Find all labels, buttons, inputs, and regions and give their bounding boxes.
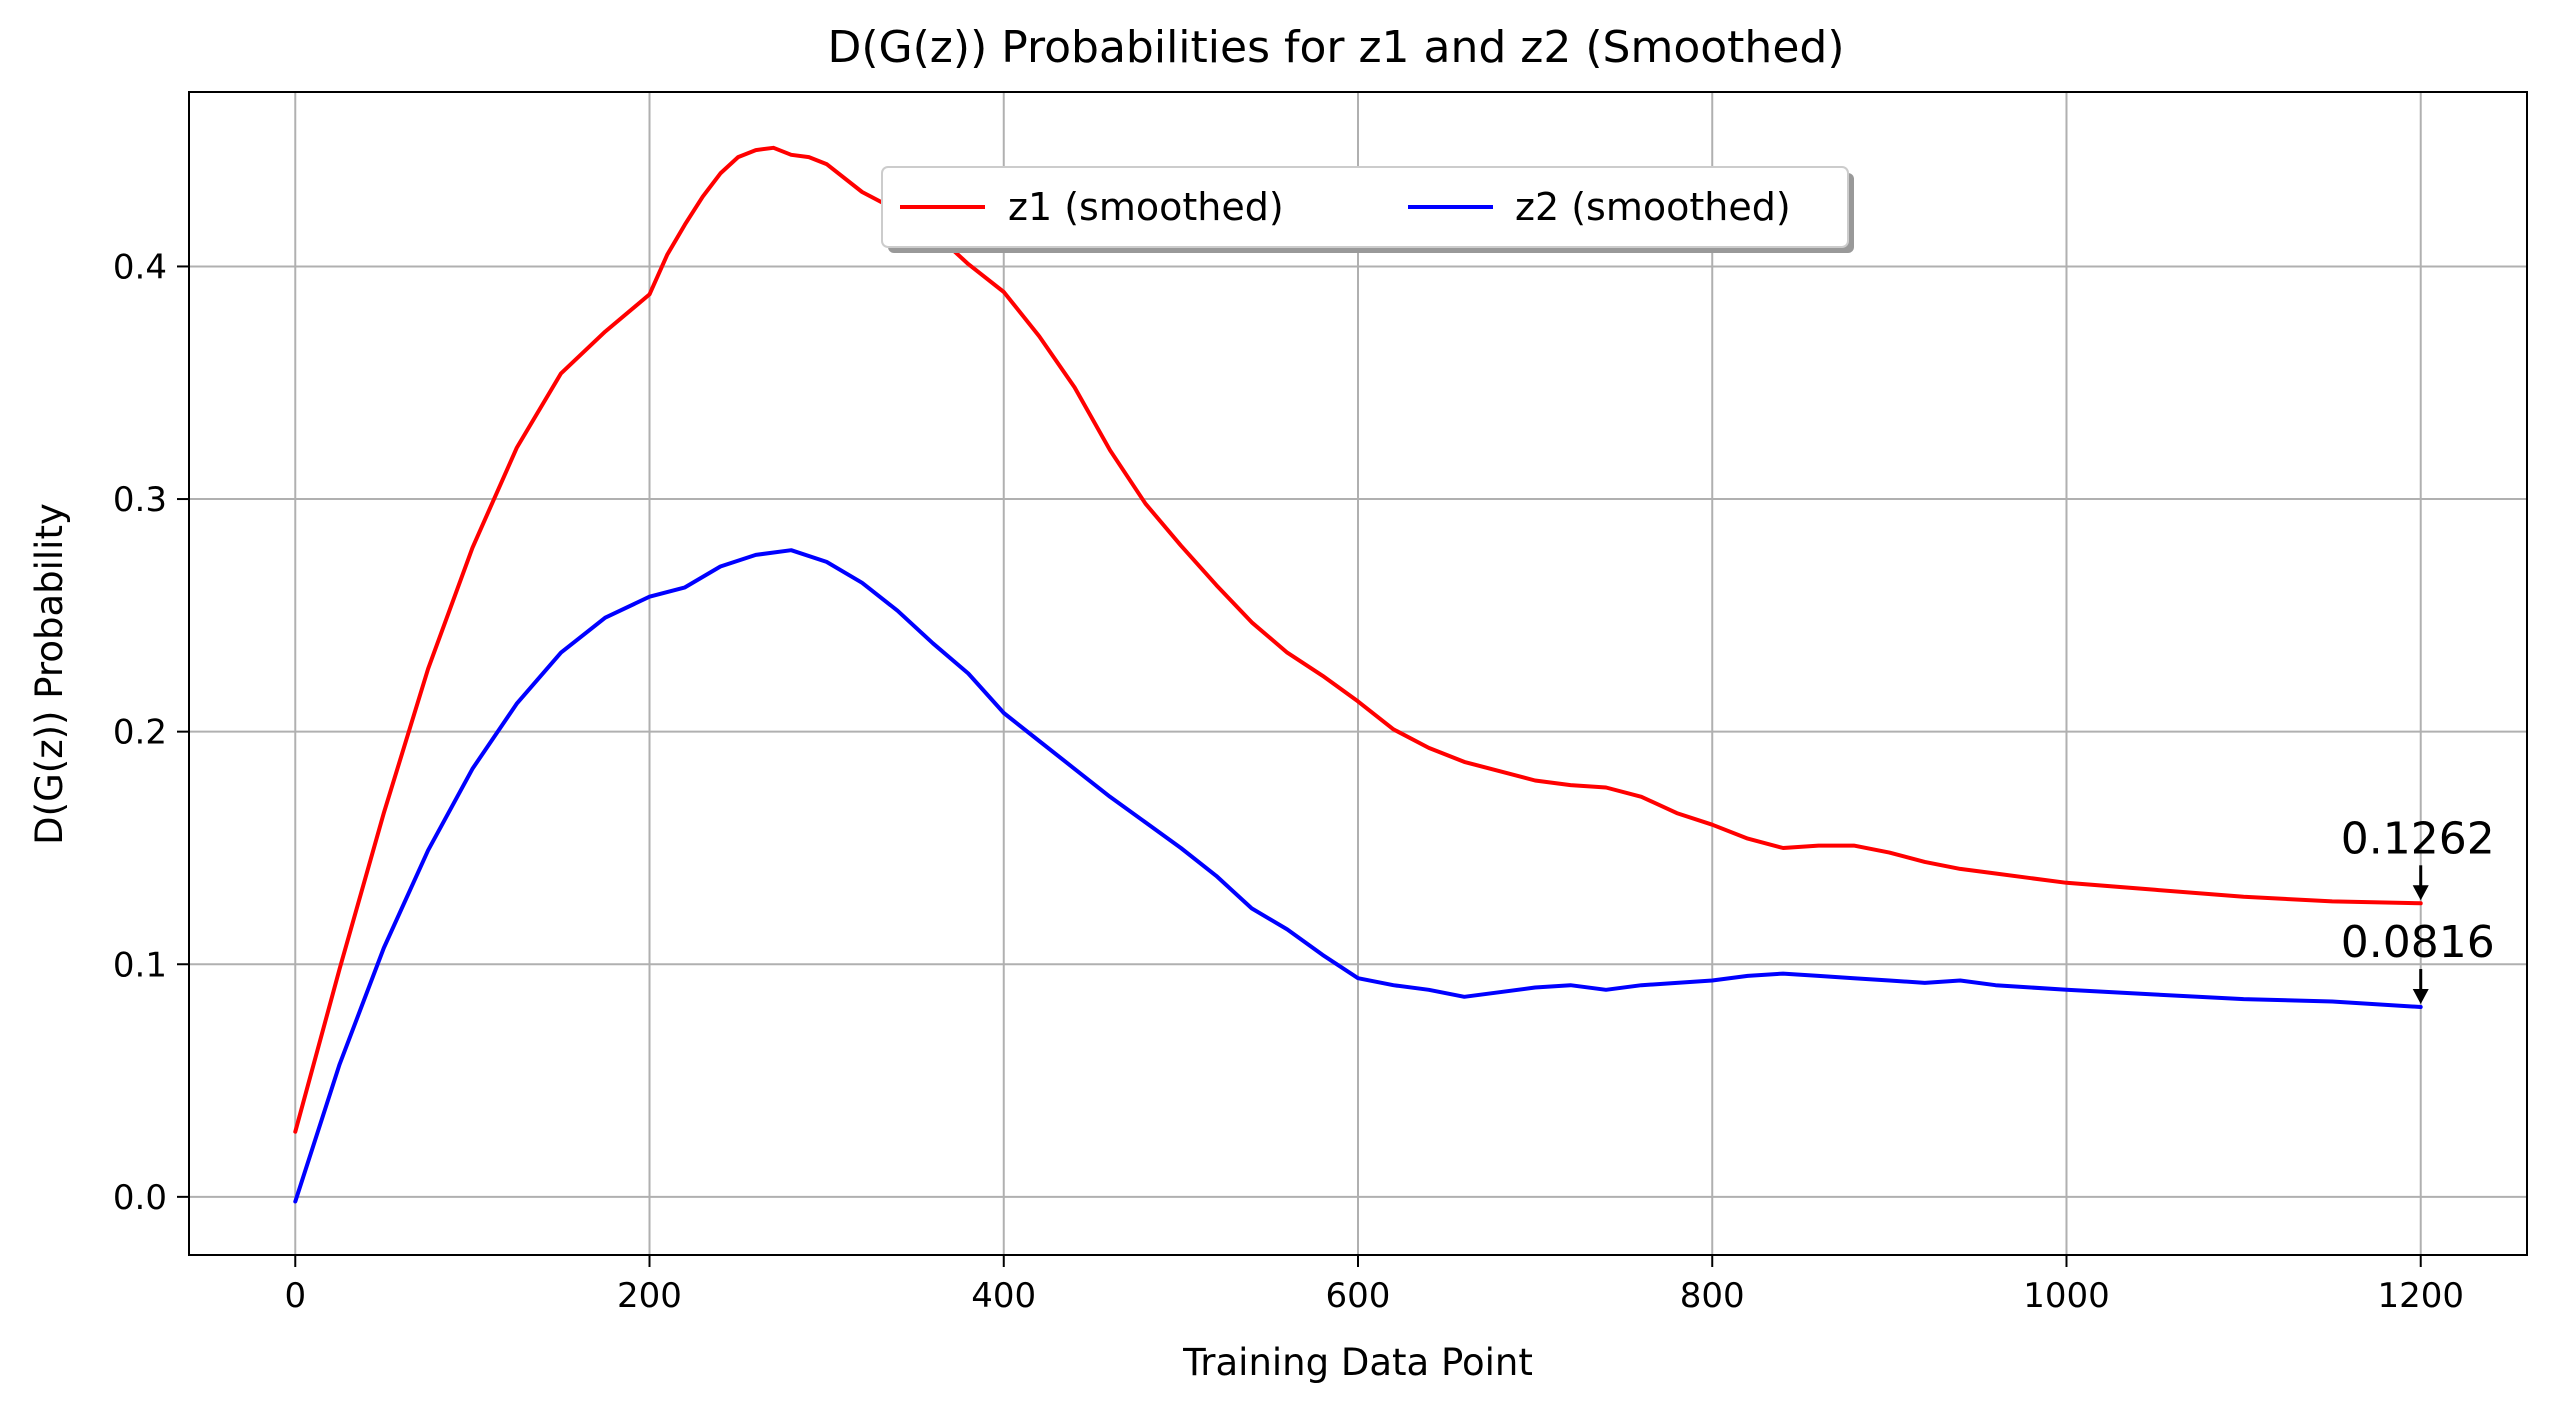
x-axis-ticks: 0 200 400 600 800 1000 1200: [284, 1255, 2464, 1316]
y-tick-label: 0.4: [113, 247, 167, 287]
series-line-z2: [293, 548, 2423, 1204]
annotation-arrow-head: [2412, 989, 2429, 1005]
x-tick-label: 1000: [2023, 1276, 2110, 1316]
y-tick-label: 0.1: [113, 945, 167, 985]
chart-title: D(G(z)) Probabilities for z1 and z2 (Smo…: [828, 22, 1845, 73]
annotation-label: 0.1262: [2341, 813, 2495, 864]
annotation-0: 0.1262: [2341, 813, 2495, 901]
y-tick-label: 0.3: [113, 480, 167, 520]
legend-box: [881, 166, 1849, 248]
annotation-arrow-head: [2412, 885, 2429, 901]
y-tick-label: 0.0: [113, 1178, 167, 1218]
x-tick-label: 600: [1326, 1276, 1391, 1316]
legend: z1 (smoothed) z2 (smoothed): [881, 166, 1854, 253]
legend-label-z2: z2 (smoothed): [1515, 185, 1791, 229]
y-tick-label: 0.2: [113, 713, 167, 753]
x-tick-label: 0: [284, 1276, 306, 1316]
legend-label-z1: z1 (smoothed): [1008, 185, 1284, 229]
annotation-label: 0.0816: [2341, 917, 2495, 968]
x-tick-label: 1200: [2377, 1276, 2464, 1316]
x-tick-label: 400: [971, 1276, 1036, 1316]
series-layer: [293, 145, 2423, 1204]
x-axis-label: Training Data Point: [1182, 1341, 1533, 1384]
x-tick-label: 200: [617, 1276, 682, 1316]
annotation-1: 0.0816: [2341, 917, 2495, 1005]
series-line-z1: [293, 145, 2423, 1134]
y-axis-ticks: 0.0 0.1 0.2 0.3 0.4: [113, 247, 189, 1218]
y-axis-label: D(G(z)) Probability: [28, 503, 71, 845]
annotations: 0.1262 0.0816: [2341, 813, 2495, 1005]
grid: [189, 92, 2527, 1255]
x-tick-label: 800: [1680, 1276, 1745, 1316]
